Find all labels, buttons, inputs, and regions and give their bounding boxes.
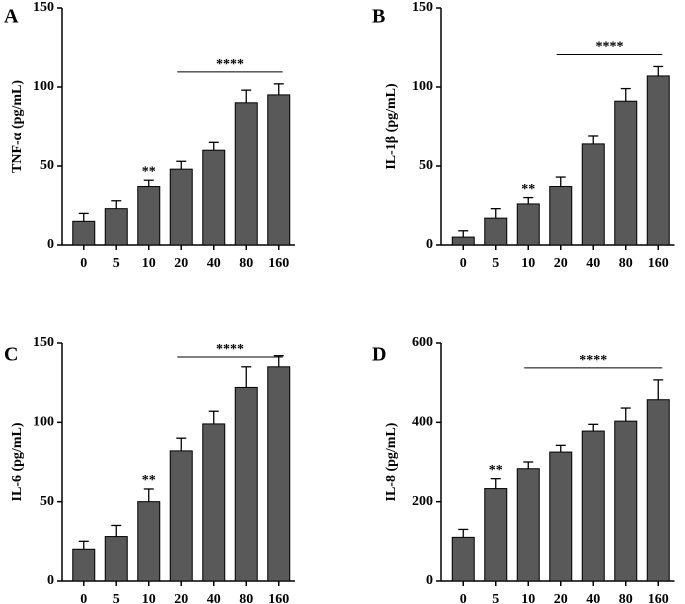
bar — [451, 536, 475, 582]
x-tick-label: 0 — [460, 592, 467, 604]
y-axis-label: IL-6 (pg/mL) — [10, 422, 25, 501]
bar — [484, 488, 508, 582]
x-tick-label: 10 — [521, 256, 535, 271]
bar — [581, 430, 605, 582]
bar — [72, 220, 96, 246]
panel-label: D — [372, 344, 386, 366]
y-tick-label: 0 — [47, 237, 54, 252]
x-tick-label: 20 — [174, 592, 188, 604]
x-tick-label: 10 — [521, 592, 535, 604]
x-tick-label: 0 — [80, 592, 87, 604]
y-axis-label: TNF-α (pg/mL) — [10, 80, 25, 173]
x-tick-label: 5 — [113, 592, 120, 604]
x-tick-label: 160 — [648, 592, 669, 604]
bar — [549, 451, 573, 582]
y-axis-label: IL-1β (pg/mL) — [384, 83, 399, 170]
significance: **** — [216, 57, 244, 72]
x-tick-label: 20 — [554, 592, 568, 604]
significance: ** — [521, 182, 535, 197]
y-tick-label: 100 — [33, 79, 54, 94]
x-tick-label: 80 — [239, 256, 253, 271]
x-tick-label: 40 — [207, 592, 221, 604]
y-tick-label: 100 — [412, 79, 433, 94]
bar — [451, 236, 475, 246]
x-tick-label: 5 — [492, 256, 499, 271]
x-tick-label: 5 — [492, 592, 499, 604]
bar — [267, 94, 291, 246]
bar — [646, 399, 670, 582]
bar — [104, 208, 128, 246]
x-tick-label: 40 — [586, 592, 600, 604]
bar — [169, 450, 193, 582]
x-tick-label: 80 — [619, 256, 633, 271]
y-tick-label: 150 — [412, 0, 433, 15]
bar — [267, 366, 291, 582]
bar — [234, 386, 258, 582]
panel-label: A — [4, 6, 19, 28]
bar — [104, 536, 128, 582]
x-tick-label: 80 — [239, 592, 253, 604]
y-tick-label: 400 — [412, 415, 433, 430]
y-tick-label: 150 — [33, 0, 54, 15]
significance: ** — [142, 473, 156, 488]
y-tick-label: 100 — [33, 415, 54, 430]
significance: **** — [596, 40, 624, 55]
bar — [169, 168, 193, 246]
y-tick-label: 600 — [412, 335, 433, 350]
bar — [202, 149, 226, 246]
bar — [484, 217, 508, 246]
bar — [646, 75, 670, 246]
x-tick-label: 40 — [207, 256, 221, 271]
x-tick-label: 160 — [268, 256, 289, 271]
y-tick-label: 0 — [426, 237, 433, 252]
bar — [137, 186, 161, 246]
x-tick-label: 0 — [460, 256, 467, 271]
x-tick-label: 20 — [174, 256, 188, 271]
bar — [202, 423, 226, 582]
y-tick-label: 50 — [40, 494, 54, 509]
bar — [72, 548, 96, 582]
x-tick-label: 40 — [586, 256, 600, 271]
significance: ** — [142, 164, 156, 179]
y-tick-label: 0 — [426, 573, 433, 588]
bar — [614, 100, 638, 246]
x-tick-label: 160 — [268, 592, 289, 604]
y-axis-label: IL-8 (pg/mL) — [384, 422, 399, 501]
bar — [614, 420, 638, 582]
significance: **** — [579, 353, 607, 368]
bar — [234, 102, 258, 246]
bar — [137, 501, 161, 582]
y-tick-label: 150 — [33, 335, 54, 350]
y-tick-label: 50 — [40, 158, 54, 173]
y-tick-label: 50 — [419, 158, 433, 173]
x-tick-label: 160 — [648, 256, 669, 271]
x-tick-label: 80 — [619, 592, 633, 604]
significance: **** — [216, 342, 244, 357]
bar — [516, 468, 540, 582]
panel-label: C — [4, 344, 18, 366]
x-tick-label: 5 — [113, 256, 120, 271]
x-tick-label: 0 — [80, 256, 87, 271]
bar — [549, 186, 573, 246]
y-tick-label: 200 — [412, 494, 433, 509]
x-tick-label: 20 — [554, 256, 568, 271]
panel-label: B — [372, 6, 385, 28]
y-tick-label: 0 — [47, 573, 54, 588]
x-tick-label: 10 — [142, 592, 156, 604]
bar — [581, 143, 605, 246]
bar — [516, 203, 540, 246]
x-tick-label: 10 — [142, 256, 156, 271]
significance: ** — [489, 463, 503, 478]
